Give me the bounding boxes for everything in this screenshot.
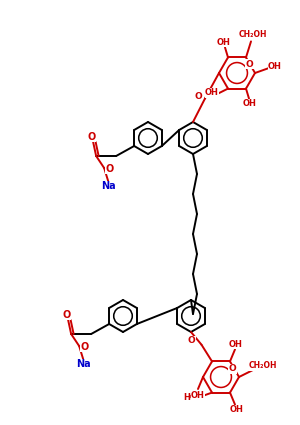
Text: O: O	[194, 92, 202, 101]
Text: OH: OH	[243, 99, 257, 108]
Text: O: O	[87, 132, 95, 142]
Text: O: O	[188, 336, 195, 345]
Text: Na: Na	[76, 359, 91, 369]
Text: CH₂OH: CH₂OH	[239, 30, 267, 39]
Text: OH: OH	[205, 88, 219, 97]
Text: Na: Na	[101, 181, 116, 191]
Text: CH₂OH: CH₂OH	[249, 362, 277, 371]
Text: O: O	[246, 60, 254, 68]
Text: OH: OH	[268, 62, 282, 71]
Text: OH: OH	[217, 38, 231, 47]
Text: OH: OH	[230, 405, 244, 414]
Text: O: O	[62, 310, 70, 320]
Text: OH: OH	[191, 391, 205, 399]
Text: O: O	[105, 164, 113, 174]
Text: O: O	[229, 364, 237, 374]
Text: HO: HO	[183, 393, 197, 402]
Text: OH: OH	[229, 340, 243, 349]
Text: O: O	[80, 342, 88, 352]
